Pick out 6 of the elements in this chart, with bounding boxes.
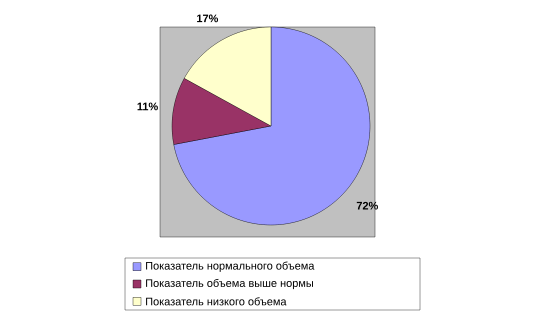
data-label: 11% (138, 102, 158, 110)
data-label: 17% (197, 14, 218, 22)
legend-label: Показатель объема выше нормы (146, 278, 313, 290)
legend-label: Показатель низкого объема (146, 297, 287, 306)
legend-label: Показатель нормального объема (146, 262, 314, 272)
data-label: 72% (356, 202, 378, 210)
